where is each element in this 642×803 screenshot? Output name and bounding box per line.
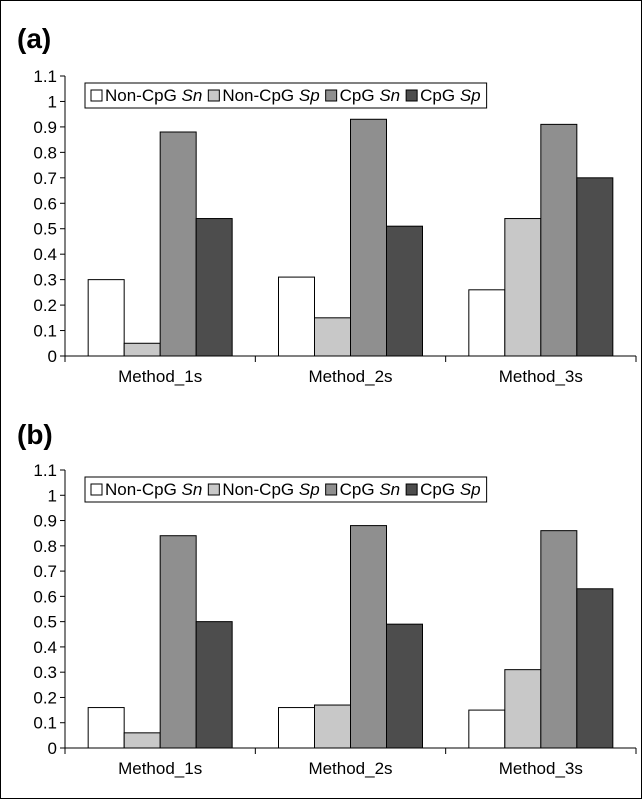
panel-label: (a) — [17, 23, 51, 54]
bar-non-cpg-sn-method_2s — [278, 276, 315, 357]
legend-box — [84, 82, 488, 109]
panel-label: (b) — [17, 419, 53, 450]
bar-cpg-sn-method_2s — [350, 525, 387, 749]
legend-label-main: Non-CpG — [222, 480, 299, 499]
legend-swatch — [325, 483, 338, 496]
x-category-label: Method_2s — [308, 367, 392, 386]
y-tick-label: 0.4 — [33, 245, 57, 264]
legend-swatch — [207, 89, 220, 102]
legend-label-main: Non-CpG — [105, 86, 182, 105]
y-tick-label: 0.8 — [33, 143, 57, 162]
legend-label-main: CpG — [340, 480, 380, 499]
y-tick-label: 0.1 — [33, 322, 57, 341]
legend-label-main: Non-CpG — [105, 480, 182, 499]
y-tick-label: 0.1 — [33, 714, 57, 733]
y-tick-label: 0.4 — [33, 638, 57, 657]
bar-non-cpg-sp-method_1s — [123, 342, 161, 357]
legend-entry: CpG Sp — [420, 86, 480, 105]
x-category-label: Method_3s — [499, 367, 583, 386]
legend-entry: CpG Sn — [340, 86, 400, 105]
y-tick-label: 1.1 — [33, 67, 57, 86]
bar-cpg-sp-method_3s — [576, 588, 614, 749]
legend-label-main: CpG — [420, 480, 460, 499]
bar-non-cpg-sp-method_1s — [123, 732, 161, 749]
y-tick-label: 0.3 — [33, 271, 57, 290]
x-category-label: Method_2s — [308, 759, 392, 778]
y-tick-label: 0.2 — [33, 688, 57, 707]
legend-label-italic: Sn — [379, 86, 400, 105]
y-tick-label: 0.5 — [33, 613, 57, 632]
bar-non-cpg-sn-method_3s — [468, 709, 506, 749]
y-tick-label: 1.1 — [33, 461, 57, 480]
bar-cpg-sn-method_3s — [540, 123, 578, 357]
y-tick-label: 1 — [48, 486, 57, 505]
bar-non-cpg-sn-method_2s — [278, 707, 315, 749]
legend-label-italic: Sn — [182, 480, 203, 499]
legend-label-italic: Sp — [299, 86, 320, 105]
y-tick-label: 0 — [48, 347, 57, 366]
x-category-label: Method_1s — [118, 759, 202, 778]
y-tick-label: 0.7 — [33, 169, 57, 188]
legend-swatch — [90, 89, 103, 102]
y-tick-label: 0 — [48, 739, 57, 758]
bar-non-cpg-sp-method_3s — [504, 669, 542, 749]
legend-entry: Non-CpG Sp — [222, 86, 319, 105]
bar-cpg-sp-method_2s — [386, 225, 423, 357]
bar-cpg-sp-method_2s — [386, 623, 423, 749]
y-tick-label: 0.8 — [33, 537, 57, 556]
legend-entry: CpG Sn — [340, 480, 400, 499]
legend-entry: Non-CpG Sn — [105, 86, 202, 105]
legend-entry: CpG Sp — [420, 480, 480, 499]
bar-cpg-sp-method_1s — [195, 621, 233, 749]
bar-cpg-sn-method_1s — [159, 131, 197, 357]
y-tick-label: 0.9 — [33, 118, 57, 137]
bar-cpg-sp-method_1s — [195, 218, 233, 357]
legend-swatch — [405, 483, 418, 496]
y-tick-label: 0.6 — [33, 587, 57, 606]
legend-swatch — [90, 483, 103, 496]
legend-swatch — [405, 89, 418, 102]
x-category-label: Method_3s — [499, 759, 583, 778]
legend-label-italic: Sp — [460, 86, 481, 105]
legend: Non-CpG Sn Non-CpG Sp CpG Sn CpG Sp — [84, 476, 488, 503]
legend: Non-CpG Sn Non-CpG Sp CpG Sn CpG Sp — [84, 82, 488, 109]
legend-label-italic: Sp — [460, 480, 481, 499]
bar-non-cpg-sp-method_2s — [314, 704, 351, 749]
legend-box — [84, 476, 488, 503]
y-tick-label: 0.9 — [33, 512, 57, 531]
legend-label-main: CpG — [420, 86, 460, 105]
legend-label-italic: Sp — [299, 480, 320, 499]
legend-entry: Non-CpG Sn — [105, 480, 202, 499]
bar-non-cpg-sp-method_3s — [504, 218, 542, 357]
legend-entry: Non-CpG Sp — [222, 480, 319, 499]
y-tick-label: 0.5 — [33, 220, 57, 239]
bar-cpg-sn-method_3s — [540, 530, 578, 749]
legend-swatch — [325, 89, 338, 102]
bar-cpg-sn-method_2s — [350, 118, 387, 357]
chart-panel-b: (b) 0 0.1 0.2 0.3 0.4 0.5 0.6 0.7 0.8 0.9 1 1.1 Metho… — [17, 419, 637, 778]
y-tick-label: 0.2 — [33, 296, 57, 315]
legend-label-main: CpG — [340, 86, 380, 105]
legend-label-italic: Sn — [379, 480, 400, 499]
bar-non-cpg-sp-method_2s — [314, 317, 351, 357]
bar-non-cpg-sn-method_1s — [87, 707, 125, 749]
y-tick-label: 0.3 — [33, 663, 57, 682]
x-category-label: Method_1s — [118, 367, 202, 386]
y-tick-label: 0.7 — [33, 562, 57, 581]
chart-panel-a: (a) 0 0.1 0.2 0.3 0.4 0.5 0.6 0.7 0.8 0.9 1 1.1 Metho… — [17, 23, 637, 386]
y-tick-label: 0.6 — [33, 194, 57, 213]
bar-non-cpg-sn-method_3s — [468, 289, 506, 357]
legend-swatch — [207, 483, 220, 496]
bar-non-cpg-sn-method_1s — [87, 279, 125, 357]
bar-cpg-sp-method_3s — [576, 177, 614, 357]
legend-label-italic: Sn — [182, 86, 203, 105]
y-tick-label: 1 — [48, 92, 57, 111]
legend-label-main: Non-CpG — [222, 86, 299, 105]
bar-cpg-sn-method_1s — [159, 535, 197, 749]
